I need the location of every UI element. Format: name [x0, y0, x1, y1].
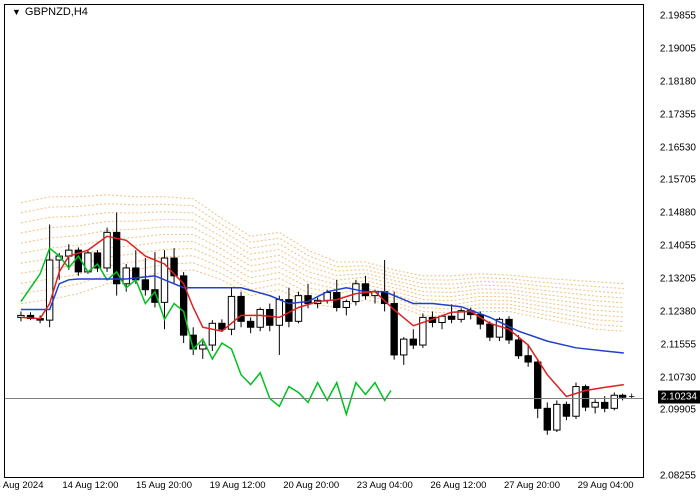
chart-svg: + [5, 5, 643, 478]
chart-container: ▼ GBPNZD,H4 + 2.198552.190052.181802.173… [0, 0, 700, 500]
ichimoku-cloud-line [21, 195, 624, 284]
candle-body [410, 339, 416, 345]
candle-body [401, 339, 407, 355]
candle-body [257, 309, 263, 327]
price-cross-icon: + [629, 391, 635, 403]
candle-body [535, 362, 541, 408]
candle-body [123, 268, 129, 284]
y-tick-label: 2.16530 [660, 142, 696, 153]
candle-body [142, 280, 148, 290]
candle-body [619, 395, 625, 397]
candle-body [247, 321, 253, 327]
x-tick-label: 27 Aug 20:00 [504, 480, 560, 491]
y-tick-label: 2.10730 [660, 372, 696, 383]
candle-body [209, 323, 215, 345]
x-tick-label: 29 Aug 04:00 [578, 480, 634, 491]
candle-body [487, 324, 493, 337]
y-tick-label: 2.14055 [660, 240, 696, 251]
candle-body [544, 408, 550, 430]
ichimoku-cloud-line [21, 234, 624, 307]
current-price-box: 2.10234 [658, 391, 700, 404]
y-tick-label: 2.12380 [660, 307, 696, 318]
x-tick-label: 13 Aug 2024 [0, 480, 43, 491]
x-axis: 13 Aug 202414 Aug 12:0015 Aug 20:0019 Au… [4, 480, 644, 498]
candle-body [267, 309, 273, 325]
y-tick-label: 2.13205 [660, 274, 696, 285]
candle-body [448, 316, 454, 319]
candle-body [353, 284, 359, 302]
x-tick-label: 15 Aug 20:00 [136, 480, 192, 491]
candle-body [592, 402, 598, 407]
candle-body [46, 260, 52, 320]
current-price-line [5, 398, 643, 399]
y-tick-label: 2.17355 [660, 109, 696, 120]
candle-body [515, 340, 521, 356]
y-tick-label: 2.14880 [660, 208, 696, 219]
x-tick-label: 14 Aug 12:00 [62, 480, 118, 491]
candle-body [343, 302, 349, 308]
candle-body [554, 404, 560, 430]
candle-body [219, 323, 225, 329]
y-tick-label: 2.18180 [660, 77, 696, 88]
y-tick-label: 2.19005 [660, 44, 696, 55]
chikou-line [21, 248, 391, 414]
ichimoku-cloud-line [21, 227, 624, 303]
kijun-line [21, 276, 624, 353]
candle-body [611, 395, 617, 408]
candle-body [563, 404, 569, 416]
candle-body [573, 387, 579, 417]
candle-body [200, 345, 206, 349]
candle-body [525, 356, 531, 362]
y-tick-label: 2.08255 [660, 470, 696, 481]
y-axis: 2.19855 2.19005 2.18180 2.17355 2.16530 2.157… [648, 4, 700, 478]
x-tick-label: 23 Aug 04:00 [357, 480, 413, 491]
x-tick-label: 20 Aug 20:00 [283, 480, 339, 491]
plot-area[interactable]: + [4, 4, 644, 478]
candle-body [362, 284, 368, 296]
y-tick-label: 2.11555 [661, 339, 696, 350]
y-tick-label: 2.09905 [660, 405, 696, 416]
candle-body [602, 402, 608, 408]
y-tick-label: 2.19855 [660, 10, 696, 21]
x-tick-label: 19 Aug 12:00 [210, 480, 266, 491]
candle-body [276, 300, 282, 326]
y-tick-label: 2.15705 [660, 175, 696, 186]
x-tick-label: 26 Aug 12:00 [430, 480, 486, 491]
